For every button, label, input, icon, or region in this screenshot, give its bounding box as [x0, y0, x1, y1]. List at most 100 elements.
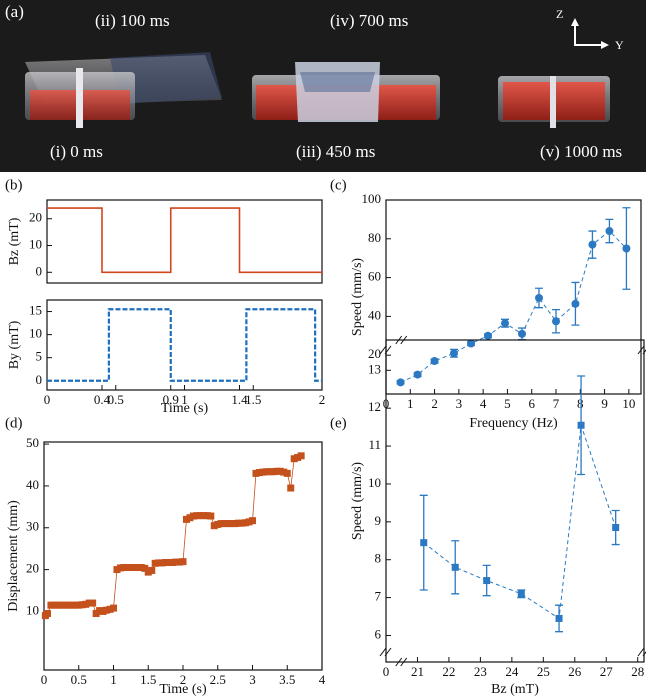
marker — [483, 577, 491, 585]
axis-name: Y — [615, 38, 624, 52]
marker — [555, 614, 563, 622]
y-axis-title: Speed (mm/s) — [350, 258, 365, 336]
marker — [207, 512, 215, 520]
axis-break — [637, 647, 646, 657]
y-axis-title: Bz (mT) — [7, 217, 22, 265]
marker — [451, 563, 459, 571]
x-tick-label: 1 — [110, 672, 117, 687]
y-tick-label: 13 — [368, 361, 381, 376]
x-tick-label: 1.5 — [140, 672, 156, 687]
x-tick-label: 5 — [504, 396, 511, 411]
y-tick-label: 30 — [26, 519, 39, 534]
y-tick-label: 80 — [368, 230, 381, 245]
plot-frame — [385, 199, 642, 395]
marker — [413, 370, 422, 379]
y-tick-label: 40 — [26, 477, 39, 492]
y-tick-label: 100 — [362, 191, 382, 206]
data-line — [47, 308, 322, 382]
x-tick-label: 0 — [383, 664, 390, 679]
marker — [552, 317, 560, 326]
marker — [577, 421, 585, 429]
axis-break — [379, 647, 392, 657]
photo-panel: (a) (ii) 100 ms (iv) 700 ms (i) 0 ms (ii… — [0, 0, 646, 172]
marker — [622, 244, 631, 253]
arrow-head — [571, 18, 579, 26]
marker — [588, 240, 597, 249]
axis-break — [395, 335, 408, 345]
robot-ghost — [110, 52, 222, 104]
x-axis-title: Time (s) — [159, 682, 207, 697]
y-tick-label: 6 — [375, 626, 382, 641]
x-tick-label: 3 — [249, 672, 256, 687]
plot-frame — [43, 441, 323, 671]
marker — [518, 329, 526, 338]
panel-label: (b) — [5, 177, 23, 193]
data-line — [47, 207, 322, 274]
x-tick-label: 0 — [44, 392, 51, 407]
y-axis-title: By (mT) — [7, 320, 22, 369]
marker — [605, 227, 614, 236]
y-tick-label: 20 — [368, 346, 381, 361]
x-tick-label: 8 — [577, 396, 584, 411]
photo-label: (iv) 700 ms — [330, 11, 408, 30]
photo-label: (iii) 450 ms — [296, 142, 375, 161]
y-tick-label: 0 — [36, 263, 43, 278]
x-tick-label: 10 — [622, 396, 635, 411]
x-tick-label: 25 — [537, 664, 550, 679]
y-tick-label: 10 — [29, 326, 42, 341]
robot-spine — [550, 76, 556, 128]
y-tick-label: 10 — [26, 602, 39, 617]
panel-label: (d) — [5, 415, 23, 431]
marker — [43, 610, 51, 618]
marker — [396, 378, 405, 387]
robot-spine — [76, 68, 83, 128]
marker — [430, 357, 439, 366]
x-tick-label: 21 — [411, 664, 424, 679]
marker — [148, 566, 156, 574]
axis-break — [395, 657, 408, 667]
y-tick-label: 7 — [375, 589, 382, 604]
marker — [179, 558, 187, 566]
marker — [517, 590, 525, 598]
x-axis-title: Bz (mT) — [491, 682, 539, 697]
y-axis-title: Speed (mm/s) — [350, 462, 365, 540]
x-tick-label: 1 — [181, 392, 188, 407]
marker — [467, 339, 475, 348]
y-tick-label: 20 — [29, 210, 42, 225]
y-tick-label: 50 — [26, 435, 39, 450]
plot-frame — [385, 339, 645, 663]
marker — [141, 564, 149, 572]
x-tick-label: 1.5 — [245, 392, 261, 407]
y-tick-label: 9 — [375, 513, 382, 528]
x-tick-label: 2 — [319, 392, 326, 407]
marker — [535, 293, 543, 302]
chart: (b) 0 10 20 Bz (mT) — [5, 177, 323, 284]
marker — [484, 331, 492, 340]
marker — [501, 319, 509, 328]
y-tick-label: 40 — [368, 307, 381, 322]
x-tick-label: 27 — [600, 664, 614, 679]
y-tick-label: 15 — [29, 303, 42, 318]
x-tick-label: 23 — [474, 664, 487, 679]
y-tick-label: 60 — [368, 269, 381, 284]
panel-label: (a) — [5, 2, 24, 21]
y-tick-label: 5 — [36, 349, 43, 364]
chart: (d) 10 20 30 40 50 0 0.5 1 1.5 2 2.5 3 3.5 4 Displaceme… — [5, 415, 326, 697]
connector-line — [45, 455, 302, 616]
y-tick-label: 11 — [368, 437, 381, 452]
x-axis-title: Frequency (Hz) — [469, 416, 558, 431]
axis-break — [379, 345, 392, 355]
x-tick-label: 3.5 — [279, 672, 295, 687]
panel-label: (e) — [330, 415, 347, 431]
marker — [249, 517, 256, 525]
arrow-head — [601, 41, 609, 49]
y-tick-label: 12 — [368, 399, 381, 414]
x-tick-label: 24 — [505, 664, 519, 679]
x-tick-label: 1.4 — [231, 392, 248, 407]
marker — [450, 349, 458, 358]
y-tick-label: 10 — [368, 475, 381, 490]
x-tick-label: 2 — [180, 672, 187, 687]
